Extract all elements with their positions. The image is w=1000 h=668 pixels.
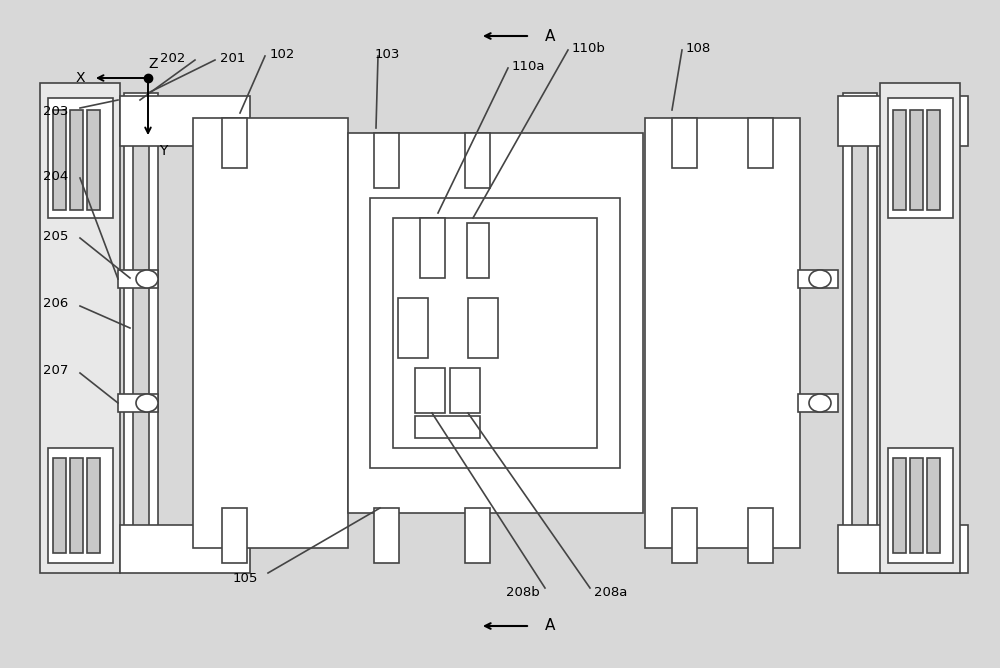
- Bar: [53, 110, 66, 210]
- Text: 205: 205: [43, 230, 68, 242]
- Text: 203: 203: [43, 104, 68, 118]
- Bar: [468, 298, 498, 358]
- Bar: [798, 270, 838, 288]
- Ellipse shape: [809, 394, 831, 412]
- Bar: [748, 508, 773, 563]
- Bar: [120, 525, 250, 573]
- Bar: [748, 118, 773, 168]
- Text: 108: 108: [686, 41, 711, 55]
- Bar: [48, 448, 113, 563]
- Text: 102: 102: [270, 47, 295, 61]
- Ellipse shape: [136, 394, 158, 412]
- Bar: [118, 270, 158, 288]
- Bar: [465, 508, 490, 563]
- Text: 201: 201: [220, 51, 245, 65]
- Bar: [910, 458, 923, 553]
- Text: 207: 207: [43, 363, 68, 377]
- Ellipse shape: [136, 270, 158, 288]
- Bar: [672, 118, 697, 168]
- Text: 202: 202: [160, 51, 185, 65]
- Text: Z: Z: [148, 57, 158, 71]
- Text: 204: 204: [43, 170, 68, 182]
- Bar: [910, 110, 923, 210]
- Bar: [348, 133, 643, 513]
- Bar: [70, 458, 83, 553]
- Text: 105: 105: [233, 572, 258, 584]
- Bar: [222, 118, 247, 168]
- Bar: [415, 368, 445, 413]
- Bar: [393, 218, 597, 448]
- Text: A: A: [545, 29, 555, 43]
- Bar: [843, 93, 877, 563]
- Bar: [672, 508, 697, 563]
- Bar: [893, 110, 906, 210]
- Bar: [467, 223, 489, 278]
- Text: 103: 103: [375, 47, 400, 61]
- Text: X: X: [75, 71, 85, 85]
- Text: 206: 206: [43, 297, 68, 309]
- Bar: [120, 96, 250, 146]
- Bar: [118, 394, 158, 412]
- Bar: [370, 198, 620, 468]
- Bar: [798, 394, 838, 412]
- Bar: [645, 118, 800, 548]
- Bar: [927, 110, 940, 210]
- Text: 208b: 208b: [506, 587, 540, 599]
- Bar: [87, 110, 100, 210]
- Bar: [222, 508, 247, 563]
- Bar: [838, 96, 968, 146]
- Text: 110a: 110a: [512, 59, 546, 73]
- Bar: [852, 103, 868, 553]
- Bar: [450, 368, 480, 413]
- Bar: [374, 133, 399, 188]
- Bar: [40, 83, 120, 573]
- Bar: [420, 218, 445, 278]
- Bar: [53, 458, 66, 553]
- Bar: [465, 133, 490, 188]
- Text: 110b: 110b: [572, 41, 606, 55]
- Bar: [927, 458, 940, 553]
- Bar: [133, 103, 149, 553]
- Bar: [888, 98, 953, 218]
- Text: A: A: [545, 619, 555, 633]
- Bar: [48, 98, 113, 218]
- Bar: [87, 458, 100, 553]
- Text: 208a: 208a: [594, 587, 627, 599]
- Bar: [374, 508, 399, 563]
- Bar: [880, 83, 960, 573]
- Bar: [838, 525, 968, 573]
- Bar: [70, 110, 83, 210]
- Ellipse shape: [809, 270, 831, 288]
- Bar: [888, 448, 953, 563]
- Text: Y: Y: [159, 144, 167, 158]
- Bar: [398, 298, 428, 358]
- Bar: [415, 416, 480, 438]
- Bar: [193, 118, 348, 548]
- Bar: [124, 93, 158, 563]
- Bar: [893, 458, 906, 553]
